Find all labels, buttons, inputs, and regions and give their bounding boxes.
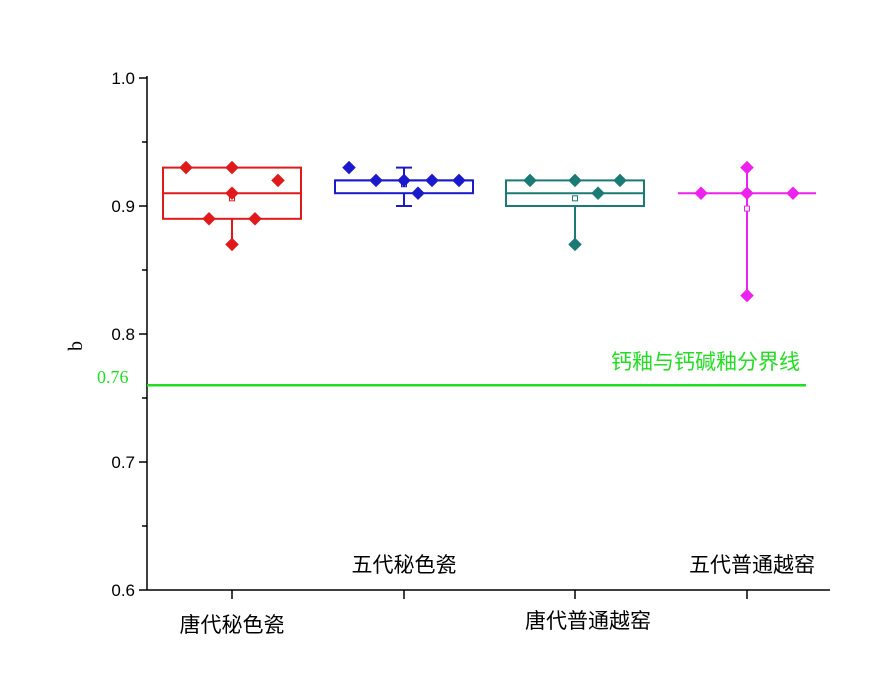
y-tick-label: 1.0 [111,69,135,88]
data-point [225,237,239,252]
data-point [369,173,383,188]
data-point [225,186,239,201]
mean-marker [744,205,750,212]
data-point [568,237,582,252]
data-point [740,186,754,201]
y-tick-label: 0.8 [111,325,135,344]
data-point [425,173,439,188]
data-point [568,173,582,188]
data-point [452,173,466,188]
category-label: 唐代普通越窑 [525,609,651,633]
data-point [411,186,425,201]
axes: 0.6 0.7 0.8 0.9 1.0 [111,69,830,600]
data-point [786,186,800,201]
data-point [248,211,262,226]
data-point [740,288,754,303]
data-point [740,160,754,175]
y-tick-label: 0.6 [111,581,135,600]
data-point [613,173,627,188]
data-point [523,173,537,188]
y-tick-label: 0.7 [111,453,135,472]
data-point [694,186,708,201]
data-point [271,173,285,188]
mean-marker [572,195,578,202]
category-label: 唐代秘色瓷 [180,613,285,637]
y-tick-label: 0.9 [111,197,135,216]
category-label: 五代秘色瓷 [352,553,457,577]
reference-line-value-label: 0.76 [97,367,129,387]
data-point [342,160,356,175]
data-point [179,160,193,175]
reference-line-label: 钙釉与钙碱釉分界线 [611,350,800,374]
data-point [202,211,216,226]
reference-line-group: 0.76 钙釉与钙碱釉分界线 [97,350,806,387]
category-label: 五代普通越窑 [689,553,815,577]
data-point [591,186,605,201]
boxes [162,166,816,296]
y-axis-title: b [65,341,87,351]
data-point [225,160,239,175]
data-points [179,160,800,303]
data-point [397,173,411,188]
